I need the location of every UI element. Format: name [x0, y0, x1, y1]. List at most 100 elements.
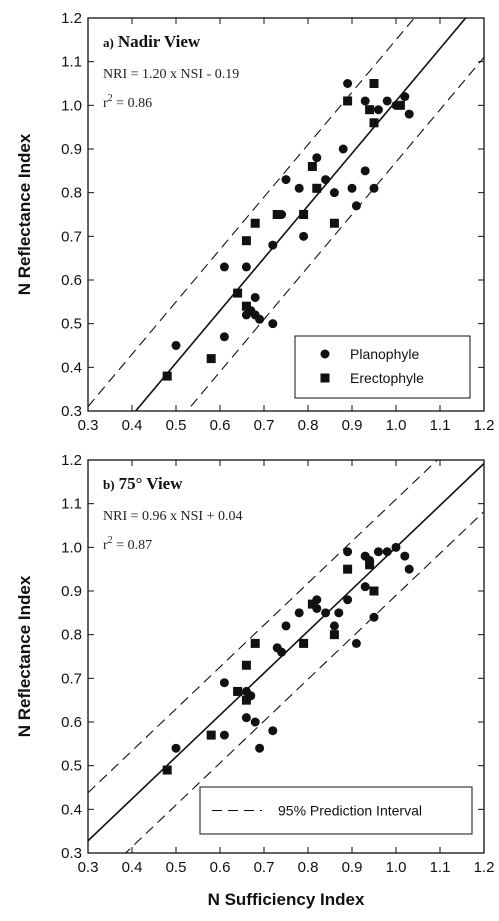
lower-prediction-line: [186, 56, 484, 411]
data-point-circle: [281, 621, 291, 631]
plot-frame: [87, 459, 485, 854]
data-point-circle: [338, 144, 348, 154]
data-point-square: [369, 118, 379, 128]
y-tick-label: 0.3: [61, 403, 82, 420]
data-point-square: [241, 236, 251, 246]
series-erectophyle: [162, 560, 379, 775]
data-point-square: [299, 638, 309, 648]
data-point-square: [365, 560, 375, 570]
data-point-circle: [360, 582, 370, 592]
data-point-square: [343, 96, 353, 106]
data-point-circle: [241, 713, 251, 723]
data-point-square: [206, 730, 216, 740]
x-tick-label: 0.4: [122, 859, 143, 876]
data-point-square: [307, 161, 317, 171]
data-point-square: [241, 301, 251, 311]
data-point-square: [241, 660, 251, 670]
data-point-square: [312, 183, 322, 193]
x-tick-label: 0.7: [254, 859, 275, 876]
y-tick-label: 1.2: [61, 452, 82, 469]
regression-line: [134, 18, 467, 411]
x-tick-label: 0.8: [298, 859, 319, 876]
data-point-circle: [277, 647, 287, 657]
data-point-square: [299, 210, 309, 219]
data-point-circle: [404, 564, 414, 574]
data-point-circle: [281, 175, 291, 185]
y-tick-label: 0.3: [61, 845, 82, 862]
data-point-square: [329, 218, 339, 228]
y-tick-label: 1.1: [61, 496, 82, 513]
lower-prediction-line: [124, 511, 484, 853]
y-tick-label: 0.5: [61, 758, 82, 775]
series-planophyle: [171, 542, 414, 753]
data-point-circle: [404, 109, 414, 119]
regression-lines: [88, 18, 484, 411]
x-tick-label: 0.6: [210, 859, 231, 876]
legend-label: Erectophyle: [350, 370, 424, 386]
data-point-square: [369, 586, 379, 596]
data-point-circle: [343, 79, 353, 88]
data-point-square: [241, 695, 251, 705]
data-point-square: [250, 218, 260, 228]
data-point-circle: [382, 96, 392, 106]
y-tick-label: 1.0: [61, 539, 82, 556]
data-point-circle: [351, 638, 361, 648]
regression-equation: NRI = 0.96 x NSI + 0.04: [103, 509, 242, 524]
y-tick-label: 0.7: [61, 228, 82, 245]
data-point-circle: [400, 92, 410, 102]
data-point-circle: [360, 96, 370, 106]
data-point-circle: [219, 678, 229, 688]
data-point-circle: [241, 262, 251, 272]
data-point-circle: [369, 612, 379, 622]
x-tick-label: 1.0: [386, 417, 407, 434]
legend-label: Planophyle: [350, 346, 419, 362]
data-point-square: [307, 599, 317, 609]
y-tick-label: 0.7: [61, 670, 82, 687]
data-point-square: [329, 630, 339, 640]
data-point-circle: [268, 726, 278, 736]
data-point-circle: [343, 595, 353, 605]
x-tick-label: 0.9: [342, 417, 363, 434]
x-tick-label: 0.6: [210, 417, 231, 434]
data-point-circle: [351, 201, 361, 211]
data-point-circle: [329, 621, 339, 631]
data-point-circle: [391, 542, 401, 552]
x-axis-title: N Sufficiency Index: [208, 890, 365, 909]
r-squared: r2 = 0.86: [103, 93, 152, 111]
data-point-circle: [268, 319, 278, 329]
x-tick-label: 0.8: [298, 417, 319, 434]
data-point-square: [369, 79, 379, 88]
data-point-circle: [171, 341, 181, 350]
series-erectophyle: [162, 79, 405, 381]
x-tick-label: 0.3: [78, 859, 99, 876]
y-tick-label: 0.4: [61, 801, 82, 818]
data-point-circle: [219, 730, 229, 740]
y-tick-label: 0.9: [61, 583, 82, 600]
data-point-square: [162, 765, 172, 775]
x-tick-label: 1.2: [474, 859, 495, 876]
y-tick-label: 0.9: [61, 141, 82, 158]
data-point-circle: [347, 183, 357, 193]
panel-title: a) Nadir View: [103, 32, 201, 51]
x-tick-label: 0.9: [342, 859, 363, 876]
data-point-circle: [219, 332, 229, 342]
data-point-circle: [400, 551, 410, 561]
legend-circle-icon: [320, 349, 330, 359]
x-tick-label: 0.5: [166, 417, 187, 434]
chart-panel-2: 0.3 0.4 0.5 0.6 0.7 0.8 0.9 1.0 1.1 1.2 0.3 0.4 0.5 0…: [15, 452, 495, 909]
y-tick-label: 0.6: [61, 714, 82, 731]
regression-equation: NRI = 1.20 x NSI - 0.19: [103, 67, 239, 82]
data-point-circle: [382, 547, 392, 557]
y-tick-label: 0.6: [61, 272, 82, 289]
data-point-circle: [250, 292, 260, 302]
data-point-circle: [360, 166, 370, 176]
data-point-circle: [373, 105, 383, 115]
y-tick-label: 0.4: [61, 359, 82, 376]
r-squared: r2 = 0.87: [103, 535, 152, 553]
data-point-circle: [343, 547, 353, 557]
legend-square-icon: [320, 373, 330, 383]
data-point-square: [343, 564, 353, 574]
data-point-circle: [268, 240, 278, 250]
data-point-circle: [321, 175, 331, 185]
